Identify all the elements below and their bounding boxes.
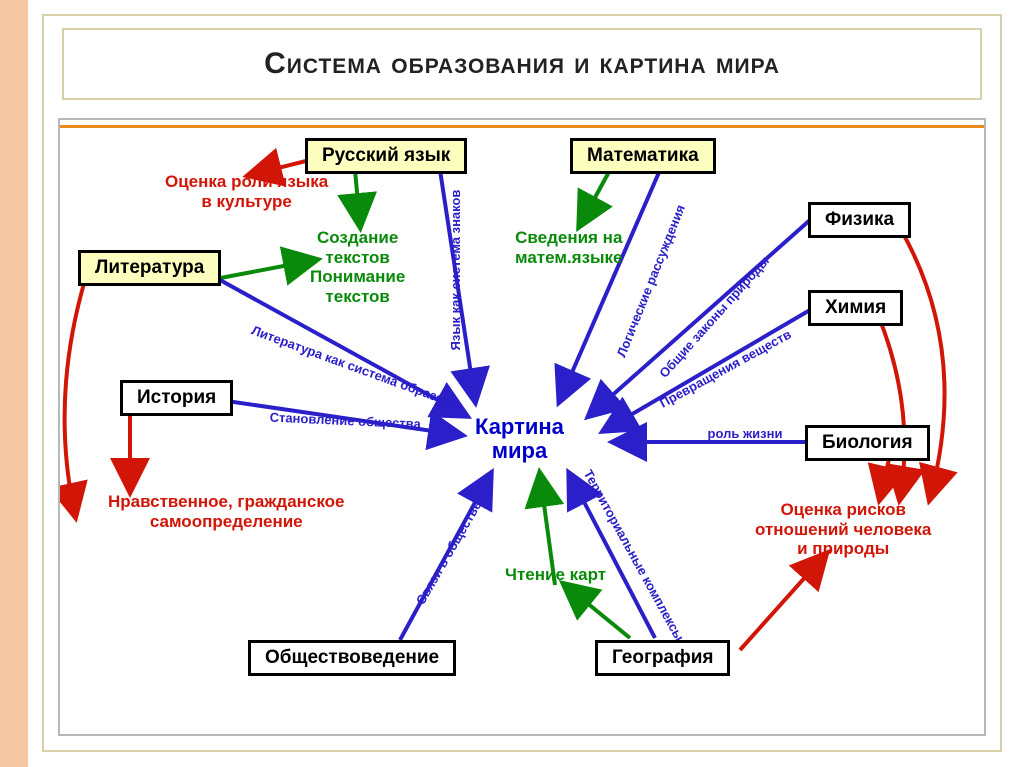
annotation-role-lang: Оценка роли языкав культуре [165, 172, 328, 211]
arrow-2 [580, 170, 610, 225]
top-accent-line [60, 125, 984, 128]
annotation-read-maps: Чтение карт [505, 565, 606, 585]
arrow-11 [400, 475, 490, 640]
annotation-risk: Оценка рисковотношений человекаи природы [755, 500, 931, 559]
subject-box-society: Обществоведение [248, 640, 456, 676]
edge-label-lbl-soc-form: Становление общества [269, 410, 422, 432]
arrow-3 [210, 260, 315, 280]
diagram-canvas: Литература как система образовЯзык как с… [58, 118, 986, 736]
arrow-4 [440, 170, 475, 400]
subject-box-biology: Биология [805, 425, 930, 461]
subject-box-math: Математика [570, 138, 716, 174]
edge-label-lbl-logic: Логические рассуждения [614, 202, 688, 359]
subject-box-physics: Физика [808, 202, 911, 238]
edge-label-lbl-lit-sys: Литература как система образов [249, 323, 453, 409]
subject-box-russian: Русский язык [305, 138, 467, 174]
arrow-1 [355, 170, 360, 225]
arrow-15 [65, 280, 85, 515]
subject-box-chemistry: Химия [808, 290, 903, 326]
edge-label-lbl-lang-sign: Язык как система знаков [448, 190, 463, 351]
arrow-20 [740, 555, 825, 650]
edge-label-lbl-laws: Общие законы природы [656, 253, 772, 380]
title-box: Система образования и картина мира [62, 28, 982, 100]
edge-label-lbl-transform: Превращения веществ [657, 326, 794, 410]
arrow-7 [605, 310, 810, 430]
edge-label-lbl-life: роль жизни [708, 426, 783, 441]
edge-label-lbl-soc-links: Связи в обществе [413, 498, 485, 607]
annotation-moral: Нравственное, гражданскоесамоопределение [108, 492, 345, 531]
page-title: Система образования и картина мира [264, 47, 780, 81]
arrow-6 [590, 220, 810, 415]
arrow-12 [570, 475, 655, 638]
arrow-5 [560, 170, 660, 400]
subject-box-geography: География [595, 640, 730, 676]
annotation-create-text: СозданиетекстовПониманиетекстов [310, 228, 405, 306]
arrow-14 [565, 585, 630, 638]
arrow-19 [880, 455, 890, 498]
subject-box-history: История [120, 380, 233, 416]
subject-box-literature: Литература [78, 250, 221, 286]
arrow-10 [220, 400, 460, 435]
arrow-18 [880, 320, 905, 498]
annotation-math-lang: Сведения наматем.языке [515, 228, 623, 267]
edge-label-lbl-terr: Территориальные комплексы [581, 467, 688, 644]
center-node: Картинамира [475, 415, 564, 463]
